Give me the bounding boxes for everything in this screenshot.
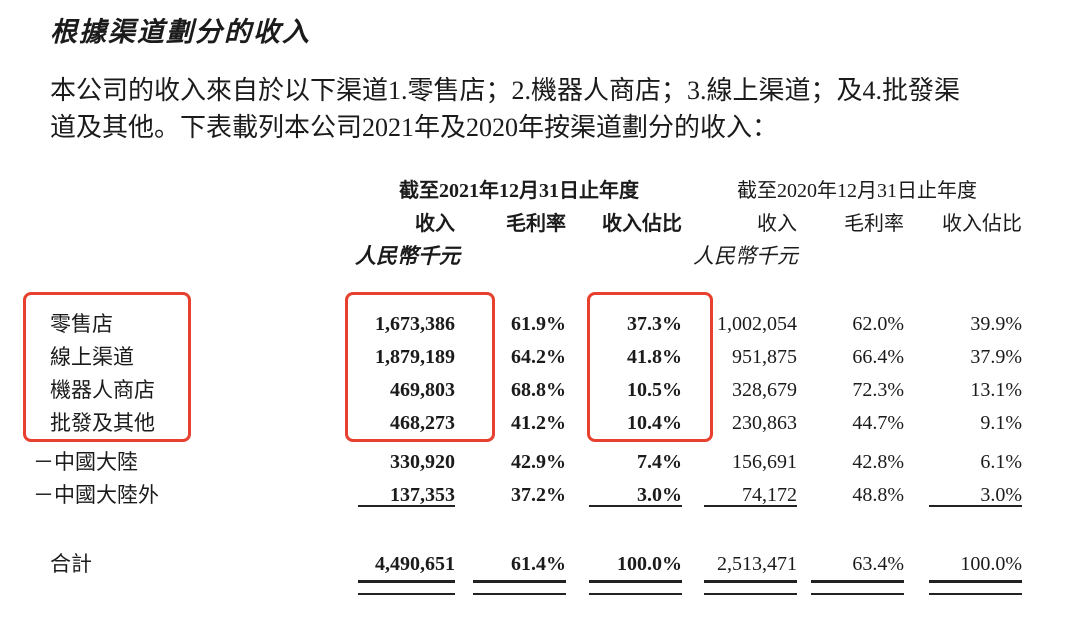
highlight-box-2021-revenue — [345, 292, 495, 442]
table-row-wholesale-and-others: 批發及其他 468,273 41.2% 10.4% 230,863 44.7% … — [33, 407, 1027, 440]
cell-gross-margin-2021: 61.9% — [511, 313, 566, 335]
page-title: 根據渠道劃分的收入 — [50, 17, 311, 47]
col-header-revenue-2021: 收入 — [415, 213, 455, 235]
cell-gross-margin-2020: 44.7% — [852, 412, 904, 434]
cell-revenue-2020: 156,691 — [732, 451, 797, 473]
cell-gross-margin-2021: 37.2% — [511, 484, 566, 506]
cell-revenue-share-2020: 9.1% — [980, 412, 1022, 434]
unit-label-2021: 人民幣千元 — [355, 244, 460, 268]
table-row-retail-stores: 零售店 1,673,386 61.9% 37.3% 1,002,054 62.0… — [33, 308, 1027, 341]
total-row-label: 合計 — [50, 552, 92, 576]
cell-revenue-share-2020: 13.1% — [970, 379, 1022, 401]
row-label: 批發及其他 — [50, 411, 155, 435]
intro-paragraph-line: 本公司的收入來自於以下渠道1.零售店；2.機器人商店；3.線上渠道；及4.批發渠 — [50, 76, 961, 105]
cell-revenue-2021: 1,673,386 — [375, 313, 455, 335]
col-header-revenue-share-2020: 收入佔比 — [942, 213, 1022, 235]
cell-gross-margin-2020: 62.0% — [852, 313, 904, 335]
period-header-spacer — [33, 178, 337, 204]
cell-revenue-2020: 328,679 — [732, 379, 797, 401]
cell-revenue-2020: 74,172 — [687, 479, 802, 512]
row-label: 線上渠道 — [50, 345, 134, 369]
cell-gross-margin-2021: 42.9% — [511, 451, 566, 473]
total-revenue-share-2020: 100.0% — [909, 548, 1027, 595]
highlight-box-channel-labels — [23, 292, 191, 442]
cell-revenue-2021: 468,273 — [390, 412, 455, 434]
total-revenue-2020: 2,513,471 — [687, 548, 802, 595]
cell-gross-margin-2020: 72.3% — [852, 379, 904, 401]
cell-revenue-share-2021: 10.4% — [627, 412, 682, 434]
col-header-gross-margin-2021: 毛利率 — [506, 213, 566, 235]
cell-gross-margin-2021: 41.2% — [511, 412, 566, 434]
cell-revenue-2021: 137,353 — [337, 479, 460, 512]
table-row-robot-stores: 機器人商店 469,803 68.8% 10.5% 328,679 72.3% … — [33, 374, 1027, 407]
cell-revenue-2021: 330,920 — [390, 451, 455, 473]
table-row-outside-mainland-china: －中國大陸外 137,353 37.2% 3.0% 74,172 48.8% 3… — [33, 479, 1027, 512]
revenue-by-channel-table: 截至2021年12月31日止年度 截至2020年12月31日止年度 收入 毛利率… — [33, 178, 1027, 595]
total-revenue-2021: 4,490,651 — [337, 548, 460, 595]
total-gross-margin-2021: 61.4% — [460, 548, 571, 595]
cell-revenue-share-2020: 3.0% — [909, 479, 1027, 512]
period-2020-header: 截至2020年12月31日止年度 — [737, 180, 977, 202]
cell-gross-margin-2020: 42.8% — [852, 451, 904, 473]
cell-gross-margin-2020: 66.4% — [852, 346, 904, 368]
unit-label-2020: 人民幣千元 — [693, 244, 798, 268]
column-header-row: 收入 毛利率 收入佔比 收入 毛利率 收入佔比 — [33, 210, 1027, 238]
table-body: 零售店 1,673,386 61.9% 37.3% 1,002,054 62.0… — [33, 308, 1027, 512]
intro-paragraph-line: 道及其他。下表載列本公司2021年及2020年按渠道劃分的收入： — [50, 113, 779, 142]
cell-revenue-share-2021: 10.5% — [627, 379, 682, 401]
row-label: 機器人商店 — [50, 378, 155, 402]
cell-revenue-share-2021: 7.4% — [637, 451, 682, 473]
cell-revenue-share-2020: 6.1% — [980, 451, 1022, 473]
cell-revenue-share-2021: 3.0% — [571, 479, 687, 512]
row-label: －中國大陸外 — [33, 483, 159, 507]
column-header-spacer — [33, 210, 337, 238]
period-header-row: 截至2021年12月31日止年度 截至2020年12月31日止年度 — [33, 178, 1027, 204]
unit-row-spacer — [33, 242, 337, 270]
unit-row: 人民幣千元 人民幣千元 — [33, 242, 1027, 270]
table-row-mainland-china: －中國大陸 330,920 42.9% 7.4% 156,691 42.8% 6… — [33, 446, 1027, 479]
cell-revenue-2021: 469,803 — [390, 379, 455, 401]
total-gross-margin-2020: 63.4% — [802, 548, 909, 595]
row-label: 零售店 — [50, 312, 113, 336]
cell-gross-margin-2021: 68.8% — [511, 379, 566, 401]
cell-revenue-share-2021: 41.8% — [627, 346, 682, 368]
cell-revenue-share-2020: 39.9% — [970, 313, 1022, 335]
cell-revenue-share-2021: 37.3% — [627, 313, 682, 335]
highlight-box-2021-revenue-share — [587, 292, 713, 442]
cell-gross-margin-2020: 48.8% — [852, 484, 904, 506]
cell-revenue-2020: 230,863 — [732, 412, 797, 434]
row-label: －中國大陸 — [33, 450, 138, 474]
period-2021-header: 截至2021年12月31日止年度 — [399, 180, 639, 202]
cell-gross-margin-2021: 64.2% — [511, 346, 566, 368]
table-row-online-channels: 線上渠道 1,879,189 64.2% 41.8% 951,875 66.4%… — [33, 341, 1027, 374]
col-header-revenue-2020: 收入 — [757, 213, 797, 235]
cell-revenue-2020: 951,875 — [732, 346, 797, 368]
total-revenue-share-2021: 100.0% — [571, 548, 687, 595]
cell-revenue-2021: 1,879,189 — [375, 346, 455, 368]
cell-revenue-2020: 1,002,054 — [717, 313, 797, 335]
table-total-row: 合計 4,490,651 61.4% 100.0% 2,513,471 63.4… — [33, 548, 1027, 595]
col-header-revenue-share-2021: 收入佔比 — [602, 213, 682, 235]
intro-paragraph: 本公司的收入來自於以下渠道1.零售店；2.機器人商店；3.線上渠道；及4.批發渠… — [50, 72, 1050, 146]
cell-revenue-share-2020: 37.9% — [970, 346, 1022, 368]
col-header-gross-margin-2020: 毛利率 — [844, 213, 904, 235]
